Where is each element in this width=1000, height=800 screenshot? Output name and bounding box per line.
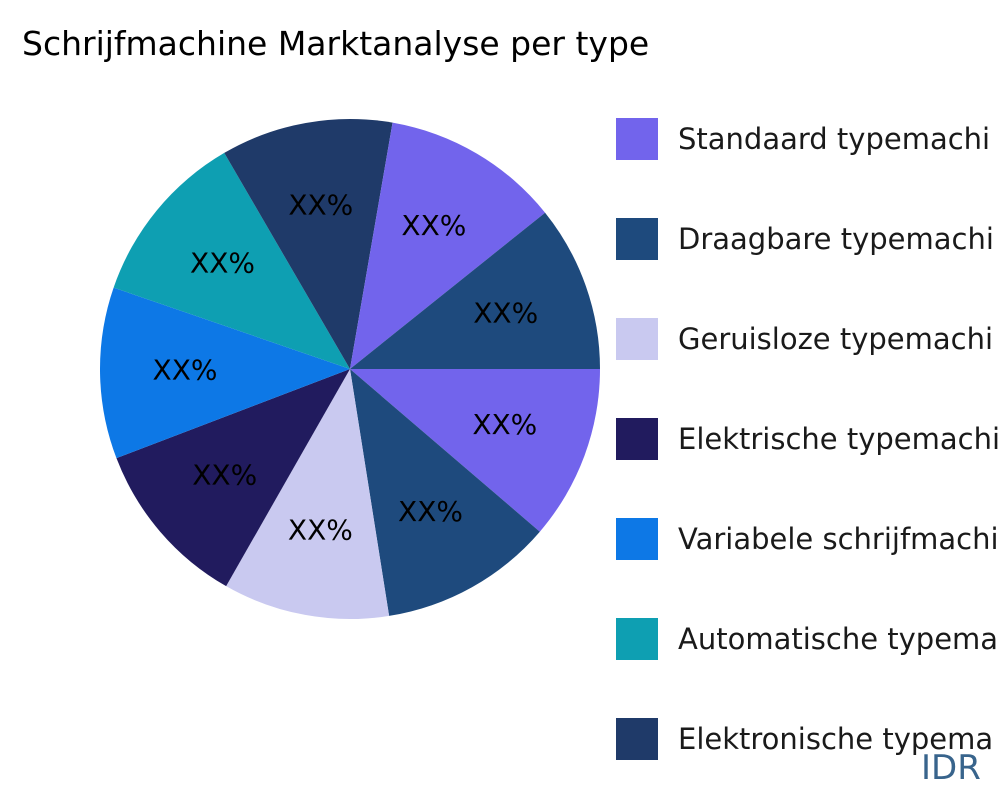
pie-percentage-label-7: XX% xyxy=(401,209,466,242)
pie-slice-3 xyxy=(116,369,350,587)
legend-item-5: Automatische typema xyxy=(616,618,1000,660)
pie-percentage-label-1: XX% xyxy=(398,495,463,528)
legend-swatch-icon xyxy=(616,218,658,260)
legend-label: Elektronische typema xyxy=(678,722,994,756)
pie-percentage-label-0: XX% xyxy=(472,408,537,441)
pie-percentage-label-3: XX% xyxy=(192,458,257,491)
legend-swatch-icon xyxy=(616,518,658,560)
pie-slice-4 xyxy=(100,287,350,459)
chart-title: Schrijfmachine Marktanalyse per type xyxy=(22,24,650,63)
idr-watermark: IDR xyxy=(921,748,981,788)
legend-item-1: Draagbare typemachi xyxy=(616,218,1000,260)
legend-label: Elektrische typemachi xyxy=(678,422,1000,456)
pie-slice-8 xyxy=(350,212,600,369)
legend-label: Standaard typemachi xyxy=(678,122,991,156)
pie-percentage-label-6: XX% xyxy=(288,189,353,222)
pie-slice-6 xyxy=(224,119,393,369)
legend-swatch-icon xyxy=(616,718,658,760)
legend-label: Draagbare typemachi xyxy=(678,222,994,256)
legend-label: Geruisloze typemachi xyxy=(678,322,994,356)
pie-percentage-label-2: XX% xyxy=(288,513,353,546)
pie-percentage-label-4: XX% xyxy=(153,354,218,387)
legend-swatch-icon xyxy=(616,118,658,160)
legend-swatch-icon xyxy=(616,318,658,360)
legend-item-4: Variabele schrijfmachi xyxy=(616,518,1000,560)
legend-swatch-icon xyxy=(616,618,658,660)
legend-item-3: Elektrische typemachi xyxy=(616,418,1000,460)
pie-slice-1 xyxy=(350,369,540,616)
legend-swatch-icon xyxy=(616,418,658,460)
legend-label: Automatische typema xyxy=(678,622,999,656)
pie-slice-5 xyxy=(113,152,351,369)
pie-percentage-label-5: XX% xyxy=(190,246,255,279)
pie-slice-7 xyxy=(350,122,546,370)
legend-item-6: Elektronische typema xyxy=(616,718,1000,760)
legend: Standaard typemachi Draagbare typemachi … xyxy=(616,118,1000,760)
legend-label: Variabele schrijfmachi xyxy=(678,522,999,556)
legend-item-0: Standaard typemachi xyxy=(616,118,1000,160)
pie-percentage-label-8: XX% xyxy=(473,296,538,329)
pie-slice-0 xyxy=(350,369,600,532)
pie-slice-2 xyxy=(226,369,390,619)
legend-item-2: Geruisloze typemachi xyxy=(616,318,1000,360)
